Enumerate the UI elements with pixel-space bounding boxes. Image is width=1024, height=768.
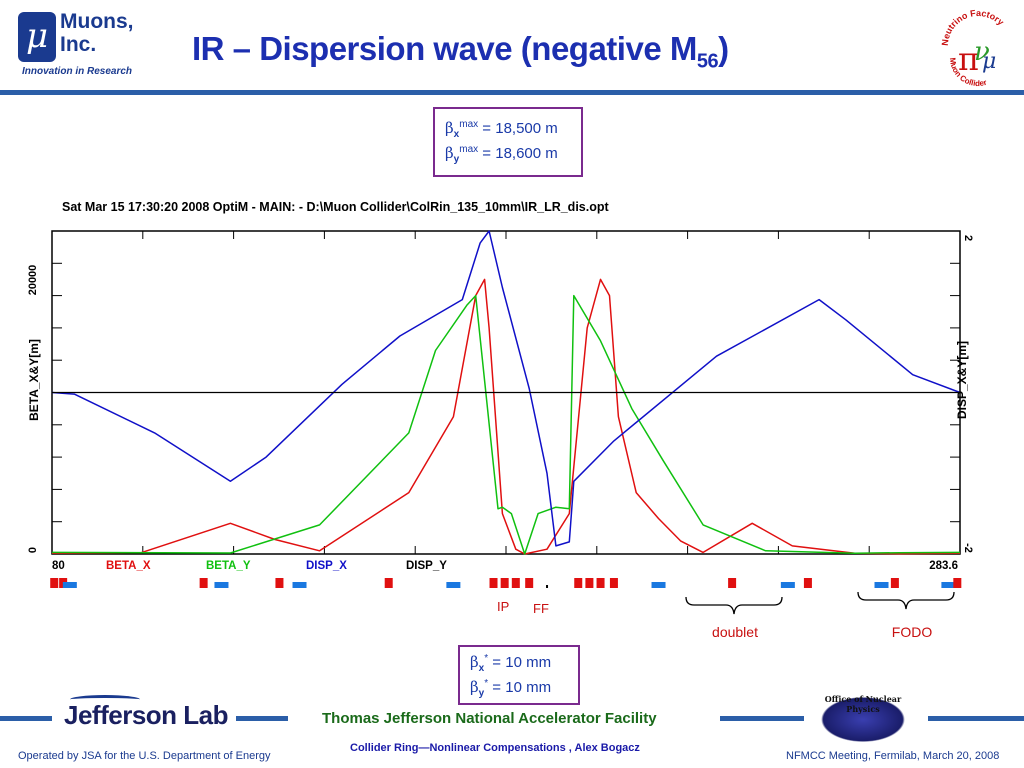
meeting-info: NFMCC Meeting, Fermilab, March 20, 2008 <box>786 750 1000 762</box>
fodo-label: FODO <box>892 624 933 640</box>
legend-disp-x: DISP_X <box>306 560 347 572</box>
lattice-focus-magnet <box>585 578 594 588</box>
lattice-row <box>50 578 962 588</box>
legend-disp-y: DISP_Y <box>406 560 447 572</box>
right-tick-top: 2 <box>962 235 974 241</box>
lattice-focus-magnet <box>275 578 284 588</box>
title-end: ) <box>718 30 729 67</box>
nf-logo-pi: π <box>958 40 979 78</box>
beta-max-box: βxmax = 18,500 m βymax = 18,600 m <box>433 107 583 177</box>
lattice-focus-magnet <box>50 578 59 588</box>
lattice-focus-magnet <box>890 578 899 588</box>
series-disp-x <box>51 230 961 547</box>
lattice-focus-magnet <box>511 578 520 588</box>
jefferson-lab-logo: Jefferson Lab <box>64 700 229 730</box>
footer-rule-right <box>928 716 1024 721</box>
lattice-defocus-magnet <box>651 582 666 588</box>
lattice-focus-magnet <box>574 578 583 588</box>
beta-star-superscript: * <box>484 653 489 664</box>
lattice-focus-magnet <box>803 578 812 588</box>
doublet-label: doublet <box>712 624 758 640</box>
title-subscript: 56 <box>696 50 719 73</box>
company-name: Muons, Inc. <box>60 10 134 56</box>
lattice-focus-magnet <box>953 578 962 588</box>
nf-logo-nu: ν <box>974 37 990 67</box>
nuclear-physics-logo-icon <box>812 692 914 742</box>
neutrino-factory-logo-icon: Neutrino Factory Muon Collider π ν μ <box>940 8 1006 88</box>
beta-symbol: β <box>470 653 479 671</box>
ip-marker <box>546 585 549 588</box>
talk-subtitle: Collider Ring—Nonlinear Compensations , … <box>350 742 640 754</box>
left-tick-top: 20000 <box>27 265 39 296</box>
lattice-focus-magnet <box>199 578 208 588</box>
company-tagline: Innovation in Research <box>22 66 133 77</box>
title-main: IR – Dispersion wave (negative M <box>192 30 697 67</box>
footer-rule-left <box>0 716 52 721</box>
beta-x-max-line: βxmax = 18,500 m <box>445 117 581 142</box>
lattice-focus-magnet <box>489 578 498 588</box>
lattice-focus-magnet <box>525 578 534 588</box>
lattice-defocus-magnet <box>214 582 229 588</box>
beta-star-box: βx* = 10 mm βy* = 10 mm <box>458 645 580 705</box>
beta-symbol: β <box>470 678 479 696</box>
right-tick-bottom: -2 <box>962 543 974 553</box>
lattice-defocus-magnet <box>292 582 307 588</box>
beta-symbol: β <box>445 119 454 137</box>
lattice-focus-magnet <box>500 578 509 588</box>
ip-label: IP <box>497 599 509 614</box>
beta-star-superscript: * <box>484 678 489 689</box>
lattice-defocus-magnet <box>941 582 956 588</box>
beta-y-index: y <box>453 154 460 165</box>
left-tick-bottom: 0 <box>27 547 39 553</box>
series-beta-y <box>51 294 961 555</box>
series-layer <box>51 230 961 555</box>
footer-rule-mid-right <box>720 716 804 721</box>
lattice-focus-magnet <box>384 578 393 588</box>
beta-max-superscript: max <box>459 119 479 130</box>
nuclear-physics-logo-text: Office of Nuclear Physics <box>824 694 902 714</box>
ff-label: FF <box>533 601 549 616</box>
lattice-focus-magnet <box>728 578 737 588</box>
muons-inc-logo-icon: μ <box>18 12 56 62</box>
beta-y-max-value: = 18,600 m <box>478 145 558 162</box>
beta-y-max-line: βymax = 18,600 m <box>445 142 581 167</box>
lattice-focus-magnet <box>596 578 605 588</box>
beta-x-index: x <box>478 663 485 674</box>
lattice-defocus-magnet <box>446 582 461 588</box>
lattice-defocus-magnet <box>62 582 77 588</box>
company-line-1: Muons, <box>60 10 134 33</box>
beta-x-star-value: = 10 mm <box>488 654 552 671</box>
company-line-2: Inc. <box>60 33 97 56</box>
lattice-defocus-magnet <box>780 582 795 588</box>
doublet-brace <box>685 596 783 615</box>
facility-name: Thomas Jefferson National Accelerator Fa… <box>322 710 657 727</box>
header-divider <box>0 90 1024 95</box>
beta-y-index: y <box>478 688 485 699</box>
slide-title: IR – Dispersion wave (negative M56) <box>192 30 729 74</box>
fodo-brace <box>857 591 955 610</box>
chart-header-text: Sat Mar 15 17:30:20 2008 OptiM - MAIN: -… <box>62 200 609 214</box>
legend-beta-x: BETA_X <box>106 560 151 572</box>
legend-beta-y: BETA_Y <box>206 560 251 572</box>
nf-logo-mu: μ <box>982 49 996 74</box>
jlab-swoosh-icon <box>70 695 140 704</box>
beta-x-index: x <box>453 129 460 140</box>
beta-y-star-line: βy* = 10 mm <box>470 676 578 701</box>
beta-x-max-value: = 18,500 m <box>478 120 558 137</box>
operated-by-text: Operated by JSA for the U.S. Department … <box>18 750 271 762</box>
beta-symbol: β <box>445 144 454 162</box>
lattice-focus-magnet <box>609 578 618 588</box>
beta-x-star-line: βx* = 10 mm <box>470 651 578 676</box>
x-end-label: 283.6 <box>929 560 958 572</box>
series-beta-x <box>51 278 961 555</box>
right-axis-label: DISP_X&Y[m] <box>955 341 969 419</box>
lattice-defocus-magnet <box>874 582 889 588</box>
beta-max-superscript: max <box>459 144 479 155</box>
x-start-label: 80 <box>52 560 65 572</box>
footer-rule-mid-left <box>236 716 288 721</box>
beta-y-star-value: = 10 mm <box>488 679 552 696</box>
left-axis-label: BETA_X&Y[m] <box>27 339 41 421</box>
